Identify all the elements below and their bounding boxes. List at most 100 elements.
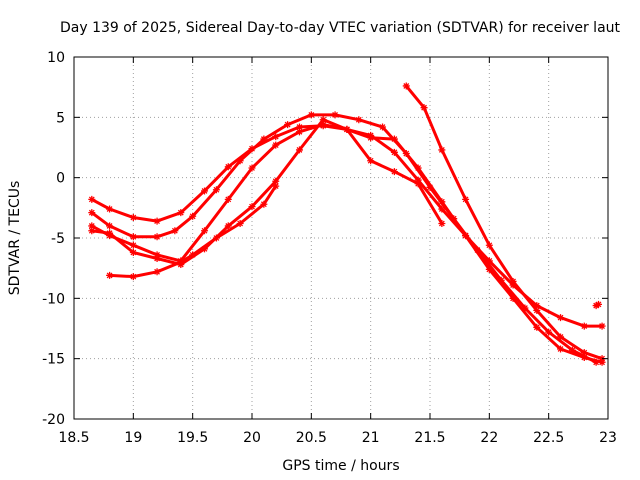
data-point [485, 241, 493, 249]
data-point [201, 187, 209, 195]
y-tick-label: -20 [42, 412, 65, 428]
data-point [367, 134, 375, 142]
data-point [414, 180, 422, 188]
x-tick-label: 22.5 [533, 430, 564, 446]
data-point [390, 148, 398, 156]
data-point [319, 116, 327, 124]
data-point [272, 177, 280, 185]
y-tick-label: 0 [56, 171, 65, 187]
data-point [106, 271, 114, 279]
series-arc-6 [402, 82, 606, 363]
data-point [295, 128, 303, 136]
y-tick-label: -15 [42, 352, 65, 368]
data-point [129, 273, 137, 281]
data-point [521, 304, 529, 312]
series-arc-3 [88, 121, 606, 366]
data-point [557, 333, 565, 341]
data-point [88, 209, 96, 217]
data-point [177, 209, 185, 217]
data-point [509, 294, 517, 302]
x-tick-label: 21.5 [414, 430, 445, 446]
data-point [557, 345, 565, 353]
data-point [272, 141, 280, 149]
x-tick-label: 20.5 [296, 430, 327, 446]
y-tick-label: -10 [42, 291, 65, 307]
x-axis-label: GPS time / hours [282, 458, 399, 474]
data-point [248, 203, 256, 211]
data-point [88, 222, 96, 230]
data-point [189, 212, 197, 220]
data-point [284, 121, 292, 129]
y-tick-label: 5 [56, 110, 65, 126]
series-line [90, 118, 444, 266]
data-point [272, 133, 280, 141]
axis-ticks [73, 56, 609, 420]
data-point [533, 323, 541, 331]
data-point [212, 186, 220, 194]
series-arc-7 [592, 300, 603, 310]
data-point [485, 257, 493, 265]
data-point [153, 233, 161, 241]
data-point [236, 220, 244, 228]
data-point [331, 111, 339, 119]
x-tick-label: 19 [124, 430, 142, 446]
data-point [438, 220, 446, 228]
data-point [88, 227, 96, 235]
x-tick-label: 23 [599, 430, 617, 446]
data-point [319, 121, 327, 129]
x-tick-label: 20 [243, 430, 261, 446]
series-layer [88, 82, 606, 366]
x-tick-label: 22 [480, 430, 498, 446]
data-point [379, 123, 387, 131]
data-point [580, 322, 588, 330]
y-tick-labels: -20 -15 -10 -5 0 5 10 [42, 50, 65, 428]
data-point [533, 302, 541, 310]
data-point [598, 358, 606, 366]
data-point [307, 111, 315, 119]
data-point [224, 163, 232, 171]
data-point [438, 146, 446, 154]
data-point [106, 229, 114, 237]
data-point [343, 125, 351, 133]
x-tick-labels: 18.5 19 19.5 20 20.5 21 21.5 22 22.5 23 [58, 430, 617, 446]
data-point [88, 195, 96, 203]
data-point [595, 300, 603, 308]
series-arc-4 [88, 116, 446, 269]
data-point [497, 276, 505, 284]
series-arc-2 [88, 111, 600, 366]
data-point [153, 268, 161, 276]
series-line [108, 184, 278, 279]
data-point [129, 233, 137, 241]
y-tick-label: -5 [51, 231, 65, 247]
data-point [236, 157, 244, 165]
data-point [224, 195, 232, 203]
data-point [462, 232, 470, 240]
data-point [129, 213, 137, 221]
y-tick-label: 10 [47, 50, 65, 66]
data-point [592, 302, 600, 310]
data-point [153, 255, 161, 263]
x-tick-label: 19.5 [177, 430, 208, 446]
x-tick-label: 18.5 [58, 430, 89, 446]
data-point [557, 314, 565, 322]
data-point [390, 168, 398, 176]
chart-title: Day 139 of 2025, Sidereal Day-to-day VTE… [60, 20, 621, 36]
data-point [568, 346, 576, 354]
data-point [153, 251, 161, 259]
data-point [438, 205, 446, 213]
data-point [509, 281, 517, 289]
data-point [177, 258, 185, 266]
data-point [367, 157, 375, 165]
data-point [171, 227, 179, 235]
data-point [106, 222, 114, 230]
data-point [592, 358, 600, 366]
series-line [90, 113, 598, 364]
data-point [106, 205, 114, 213]
series-arc-5 [106, 182, 280, 281]
data-point [462, 195, 470, 203]
data-point [533, 306, 541, 314]
y-axis-label: SDTVAR / TECUs [7, 181, 23, 296]
data-point [580, 349, 588, 357]
data-point [420, 104, 428, 112]
